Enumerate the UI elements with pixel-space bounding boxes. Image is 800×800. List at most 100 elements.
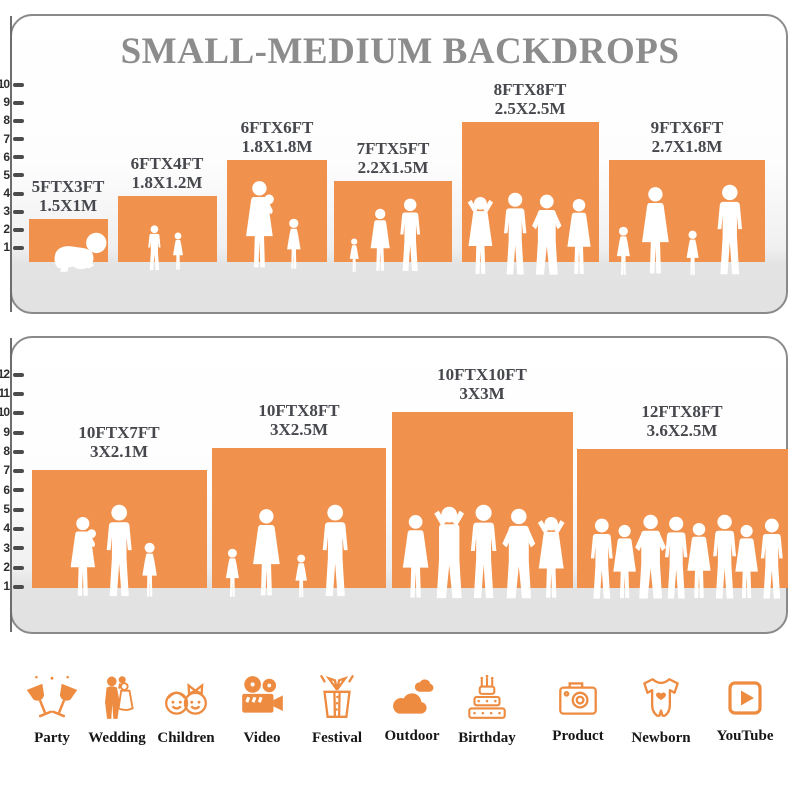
size-m: 2.5X2.5M (494, 99, 566, 118)
size-ft: 9FTX6FT (650, 118, 724, 137)
ruler-tick (13, 173, 24, 177)
outdoor-icon (393, 679, 434, 714)
ruler-tick (13, 83, 24, 87)
category-label: Wedding (88, 730, 146, 746)
category-label: Festival (312, 730, 362, 746)
size-m: 3X2.5M (269, 420, 329, 439)
ruler-number: 10 (0, 405, 10, 419)
size-m: 3.6X2.5M (646, 421, 718, 440)
silhouette-group-four (467, 192, 591, 275)
page-title: SMALL-MEDIUM BACKDROPS (120, 31, 680, 72)
category-video: Video (224, 672, 300, 747)
size-ft: 6FTX4FT (130, 154, 204, 173)
ruler-number: 3 (3, 541, 10, 555)
category-youtube: YouTube (707, 674, 783, 745)
size-ft: 7FTX5FT (356, 139, 430, 158)
size-m: 1.8X1.8M (241, 137, 313, 156)
ruler-tick (13, 546, 24, 550)
category-label: Children (157, 730, 215, 746)
ruler-number: 10 (0, 77, 10, 91)
ruler-number: 1 (3, 579, 10, 593)
silhouette-family-three (349, 198, 421, 272)
category-product: Product (540, 674, 616, 745)
silhouette-group-eight (590, 514, 783, 599)
ruler-tick (13, 527, 24, 531)
size-m: 2.2X1.5M (357, 158, 429, 177)
ruler-number: 2 (3, 222, 10, 236)
backdrop-label: 8FTX8FT 2.5X2.5M (470, 80, 590, 118)
ruler-tick (13, 411, 24, 415)
category-outdoor: Outdoor (374, 676, 450, 745)
ruler-tick (13, 469, 24, 473)
ruler-number: 8 (3, 444, 10, 458)
backdrop-label: 10FTX8FT 3X2.5M (229, 401, 369, 439)
category-label: Party (34, 730, 70, 746)
ruler-tick (13, 585, 24, 589)
ruler-number: 11 (0, 386, 10, 400)
video-icon (242, 676, 283, 713)
category-label: Video (243, 730, 281, 746)
category-label: Newborn (631, 730, 691, 746)
ruler-number: 12 (0, 367, 10, 381)
ruler-number: 1 (3, 240, 10, 254)
ruler-number: 7 (3, 132, 10, 146)
ruler-tick (13, 192, 24, 196)
size-m: 3X2.1M (89, 442, 149, 461)
size-ft: 10FTX8FT (258, 401, 340, 420)
ruler-number: 6 (3, 150, 10, 164)
size-ft: 10FTX7FT (78, 423, 160, 442)
size-m: 1.5X1M (38, 196, 98, 215)
party-icon (27, 675, 77, 718)
ruler-number: 9 (3, 425, 10, 439)
category-label: Product (552, 728, 604, 744)
silhouette-group-five (402, 504, 565, 599)
ruler-tick (13, 431, 24, 435)
size-ft: 12FTX8FT (641, 402, 723, 421)
silhouette-mother-child (246, 181, 301, 269)
category-label: Outdoor (384, 728, 440, 744)
ruler-axis-bottom (10, 338, 12, 632)
category-festival: Festival (299, 670, 375, 747)
size-m: 1.8X1.2M (131, 173, 203, 192)
ruler-number: 5 (3, 168, 10, 182)
category-children: Children (148, 672, 224, 747)
newborn-icon (643, 678, 679, 717)
ruler-tick (13, 119, 24, 123)
festival-icon (320, 675, 354, 718)
category-party: Party (14, 672, 90, 747)
birthday-icon (468, 674, 506, 719)
size-ft: 5FTX3FT (31, 177, 105, 196)
ruler-tick (13, 508, 24, 512)
backdrop-label: 6FTX4FT 1.8X1.2M (107, 154, 227, 192)
ruler-tick (13, 101, 24, 105)
backdrop-label: 6FTX6FT 1.8X1.8M (217, 118, 337, 156)
ruler-tick (13, 246, 24, 250)
backdrop-label: 10FTX7FT 3X2.1M (49, 423, 189, 461)
ruler-tick (13, 392, 24, 396)
ruler-number: 4 (3, 186, 10, 200)
category-wedding: Wedding (79, 672, 155, 747)
backdrop-rect-6x6 (227, 160, 327, 262)
ruler-tick (13, 137, 24, 141)
silhouette-family-three (70, 504, 157, 597)
silhouette-baby (54, 232, 107, 272)
youtube-icon (728, 681, 762, 715)
ruler-number: 8 (3, 113, 10, 127)
backdrop-label: 7FTX5FT 2.2X1.5M (333, 139, 453, 177)
backdrop-label: 12FTX8FT 3.6X2.5M (612, 402, 752, 440)
ruler-number: 2 (3, 560, 10, 574)
category-birthday: Birthday (449, 670, 525, 747)
ruler-tick (13, 450, 24, 454)
size-ft: 10FTX10FT (437, 365, 527, 384)
backdrop-label: 10FTX10FT 3X3M (412, 365, 552, 403)
ruler-axis-top (10, 16, 12, 312)
category-label: Birthday (458, 730, 516, 746)
size-m: 2.7X1.8M (651, 137, 723, 156)
ruler-tick (13, 566, 24, 570)
silhouette-family-four (616, 184, 743, 276)
ruler-tick (13, 228, 24, 232)
category-label: YouTube (716, 728, 774, 744)
children-icon (165, 683, 207, 715)
ruler-tick (13, 210, 24, 214)
ruler-tick (13, 373, 24, 377)
